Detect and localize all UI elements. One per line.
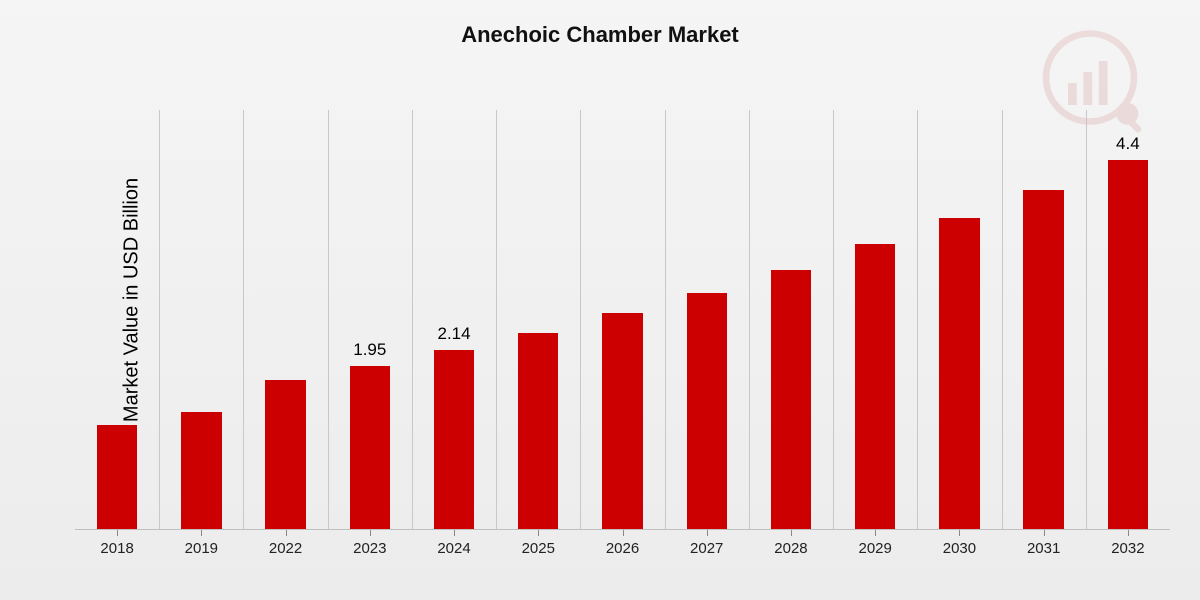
x-tick-label: 2027 [690, 540, 723, 557]
x-tick-label: 2022 [269, 540, 302, 557]
x-tick [370, 530, 371, 536]
grid-line [1086, 110, 1087, 530]
x-tick [959, 530, 960, 536]
bar [1023, 190, 1063, 530]
x-tick-label: 2023 [353, 540, 386, 557]
x-tick-label: 2024 [437, 540, 470, 557]
grid-line [243, 110, 244, 530]
x-tick [623, 530, 624, 536]
x-tick-label: 2028 [774, 540, 807, 557]
x-tick-label: 2019 [185, 540, 218, 557]
x-tick-label: 2018 [100, 540, 133, 557]
bar [265, 380, 305, 530]
bar [771, 270, 811, 530]
bar [1108, 160, 1148, 530]
grid-line [833, 110, 834, 530]
x-tick [1044, 530, 1045, 536]
bar [939, 218, 979, 530]
bar [855, 244, 895, 530]
grid-line [412, 110, 413, 530]
x-tick [1128, 530, 1129, 536]
bar [602, 313, 642, 530]
grid-line [1002, 110, 1003, 530]
grid-line [496, 110, 497, 530]
bar [97, 425, 137, 530]
grid-line [580, 110, 581, 530]
x-tick [117, 530, 118, 536]
x-tick [875, 530, 876, 536]
bar [181, 412, 221, 530]
x-tick-label: 2030 [943, 540, 976, 557]
x-tick-label: 2026 [606, 540, 639, 557]
x-tick-label: 2032 [1111, 540, 1144, 557]
bar [518, 333, 558, 530]
x-tick-label: 2031 [1027, 540, 1060, 557]
grid-line [749, 110, 750, 530]
bar-value-label: 1.95 [353, 340, 386, 360]
x-tick [707, 530, 708, 536]
bar [434, 350, 474, 530]
bar [687, 293, 727, 530]
grid-line [917, 110, 918, 530]
chart-plot-area: 1.95 2.14 4.4 [75, 110, 1170, 530]
bar-value-label: 4.4 [1116, 134, 1140, 154]
x-tick [791, 530, 792, 536]
bar-value-label: 2.14 [437, 324, 470, 344]
bar [350, 366, 390, 530]
chart-title: Anechoic Chamber Market [0, 22, 1200, 48]
x-tick [538, 530, 539, 536]
x-tick [286, 530, 287, 536]
x-tick [201, 530, 202, 536]
grid-line [328, 110, 329, 530]
x-tick [454, 530, 455, 536]
grid-line [159, 110, 160, 530]
x-tick-label: 2025 [522, 540, 555, 557]
x-tick-label: 2029 [859, 540, 892, 557]
grid-line [665, 110, 666, 530]
x-axis: 2018 2019 2022 2023 2024 2025 2026 2027 2028 2029… [75, 530, 1170, 560]
